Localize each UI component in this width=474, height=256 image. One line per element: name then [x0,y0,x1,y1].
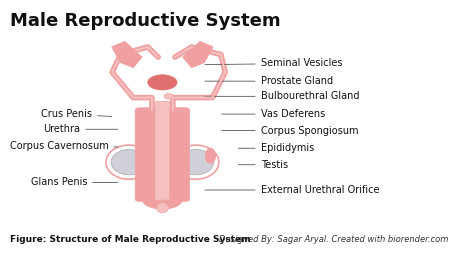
Text: Glans Penis: Glans Penis [31,177,118,187]
Text: Bulbourethral Gland: Bulbourethral Gland [205,91,359,101]
Text: Urethra: Urethra [43,124,118,134]
FancyBboxPatch shape [155,101,170,200]
Text: Seminal Vesicles: Seminal Vesicles [205,58,342,68]
Text: Testis: Testis [238,160,288,170]
Text: Figure: Structure of Male Reproductive System: Figure: Structure of Male Reproductive S… [10,236,250,244]
Text: Prostate Gland: Prostate Gland [205,76,333,86]
Ellipse shape [178,150,214,175]
Ellipse shape [164,93,173,99]
Text: Corpus Cavernosum: Corpus Cavernosum [10,141,118,151]
Ellipse shape [148,75,177,90]
Text: Designed By: Sagar Aryal. Created with biorender.com: Designed By: Sagar Aryal. Created with b… [219,236,448,244]
Text: Male Reproductive System: Male Reproductive System [10,12,281,29]
Polygon shape [112,42,141,67]
Ellipse shape [205,148,216,163]
Text: Vas Deferens: Vas Deferens [222,109,325,119]
Ellipse shape [111,150,147,175]
FancyBboxPatch shape [163,108,190,201]
Polygon shape [183,42,212,67]
Ellipse shape [143,191,182,209]
Text: Crus Penis: Crus Penis [41,109,111,119]
Text: External Urethral Orifice: External Urethral Orifice [205,185,379,195]
Ellipse shape [156,203,168,213]
FancyBboxPatch shape [135,108,163,201]
Text: Epididymis: Epididymis [238,143,314,153]
Text: Corpus Spongiosum: Corpus Spongiosum [222,125,358,135]
